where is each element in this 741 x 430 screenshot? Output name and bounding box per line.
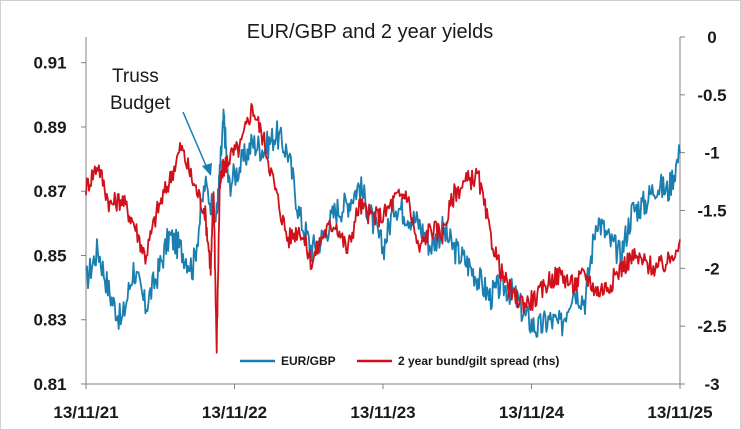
left-axis-ticks: 0.81 0.83 0.85 0.87 0.89 0.91: [33, 54, 86, 394]
x-axis-ticks: 13/11/21 13/11/22 13/11/23 13/11/24 13/11/25: [53, 384, 713, 422]
x-tick-label: 13/11/22: [202, 403, 267, 422]
series-line-spread: [85, 103, 681, 354]
annotation-line2: Budget: [110, 93, 171, 114]
series-layer: [85, 103, 681, 354]
right-tick-label: -1: [704, 144, 719, 163]
x-tick-label: 13/11/21: [53, 403, 118, 422]
right-tick-label: -1.5: [697, 202, 726, 221]
left-tick-label: 0.83: [33, 311, 66, 330]
annotation-arrow-line: [182, 111, 208, 169]
chart-title: EUR/GBP and 2 year yields: [247, 21, 493, 43]
annotation-line1: Truss: [112, 66, 159, 87]
right-tick-label: -0.5: [697, 86, 726, 105]
legend: EUR/GBP 2 year bund/gilt spread (rhs): [240, 354, 559, 368]
right-axis-ticks: 0 -0.5 -1 -1.5 -2 -2.5 -3: [680, 28, 727, 394]
annotation-arrow-head: [202, 163, 212, 176]
legend-label-eurgbp: EUR/GBP: [281, 354, 336, 368]
legend-label-spread: 2 year bund/gilt spread (rhs): [398, 354, 559, 368]
x-tick-label: 13/11/23: [350, 403, 415, 422]
right-tick-label: -2.5: [697, 317, 726, 336]
left-tick-label: 0.85: [33, 246, 66, 265]
left-tick-label: 0.89: [33, 118, 66, 137]
right-tick-label: -2: [704, 259, 719, 278]
left-tick-label: 0.91: [33, 54, 66, 73]
left-tick-label: 0.87: [33, 182, 66, 201]
right-tick-label: -3: [704, 375, 719, 394]
truss-budget-annotation: Truss Budget: [110, 66, 212, 176]
right-tick-label: 0: [707, 28, 716, 47]
x-tick-label: 13/11/25: [647, 403, 712, 422]
left-tick-label: 0.81: [33, 375, 66, 394]
x-tick-label: 13/11/24: [499, 403, 565, 422]
